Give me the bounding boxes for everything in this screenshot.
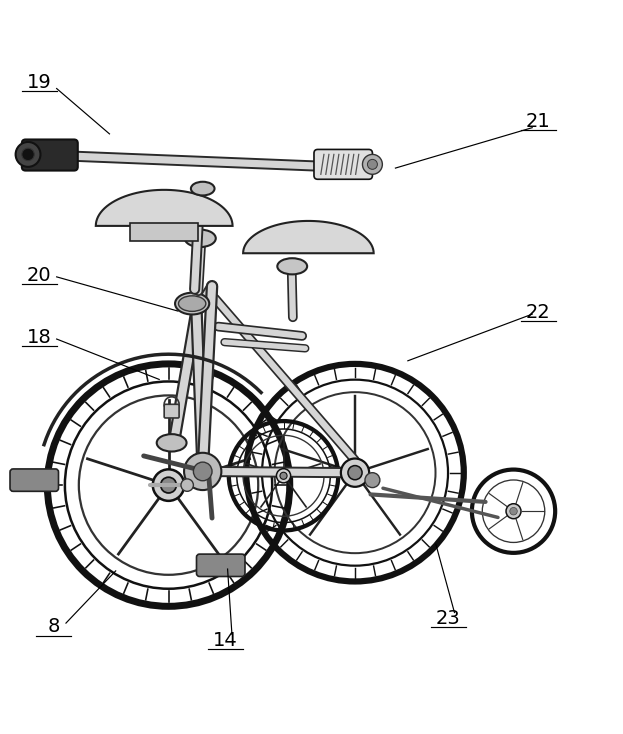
Circle shape <box>65 382 272 589</box>
Circle shape <box>280 472 287 479</box>
Circle shape <box>510 507 517 515</box>
Ellipse shape <box>175 293 209 314</box>
Circle shape <box>16 142 40 167</box>
Text: 21: 21 <box>526 112 551 131</box>
Circle shape <box>348 465 362 480</box>
Circle shape <box>277 469 291 483</box>
Circle shape <box>477 475 549 548</box>
Text: 18: 18 <box>27 327 52 346</box>
Circle shape <box>365 473 380 487</box>
Polygon shape <box>130 223 198 241</box>
Circle shape <box>153 469 184 501</box>
Text: 22: 22 <box>526 303 551 321</box>
Circle shape <box>363 154 383 174</box>
Text: 23: 23 <box>436 609 460 628</box>
Ellipse shape <box>178 296 206 311</box>
FancyBboxPatch shape <box>22 139 78 170</box>
Circle shape <box>506 504 521 519</box>
FancyBboxPatch shape <box>314 150 373 179</box>
Text: 14: 14 <box>213 631 238 650</box>
Ellipse shape <box>184 230 216 247</box>
Polygon shape <box>96 190 232 226</box>
Circle shape <box>341 459 369 487</box>
Ellipse shape <box>157 434 186 451</box>
Circle shape <box>161 477 176 493</box>
Ellipse shape <box>277 258 307 275</box>
Circle shape <box>22 148 34 161</box>
FancyBboxPatch shape <box>196 554 245 576</box>
Circle shape <box>181 479 193 491</box>
Circle shape <box>193 462 212 481</box>
FancyBboxPatch shape <box>164 404 179 418</box>
FancyBboxPatch shape <box>10 469 59 491</box>
Polygon shape <box>243 221 374 253</box>
Circle shape <box>237 429 330 523</box>
Ellipse shape <box>191 182 214 195</box>
Circle shape <box>184 453 221 490</box>
Circle shape <box>262 379 448 566</box>
Circle shape <box>368 159 378 170</box>
Text: 19: 19 <box>27 73 52 92</box>
Text: 8: 8 <box>47 617 60 636</box>
Text: 20: 20 <box>27 266 52 285</box>
